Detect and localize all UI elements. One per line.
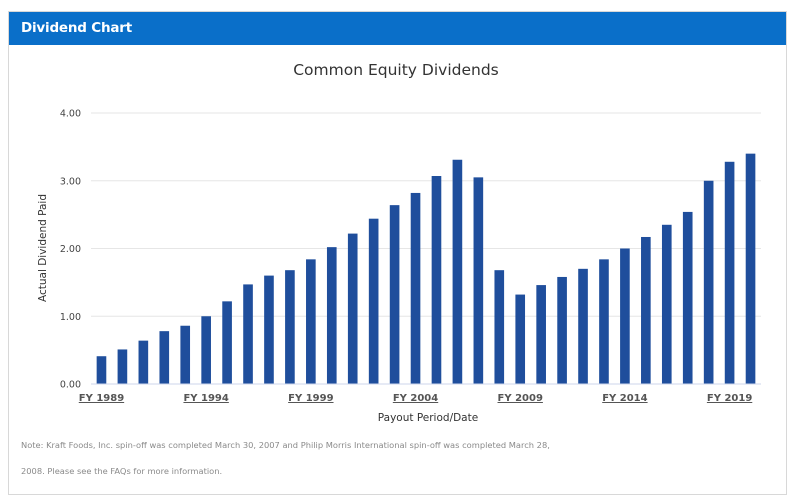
bar-fy-2009[interactable] [515,294,526,384]
bar-fy-2020[interactable] [745,153,756,384]
y-tick-label: 3.00 [60,176,81,187]
bar-fy-2004[interactable] [410,192,421,384]
bar-fy-1990[interactable] [117,349,128,384]
bar-fy-2016[interactable] [661,224,672,384]
bar-fy-2011[interactable] [557,276,567,384]
x-tick-label: FY 1994 [183,393,228,404]
y-tick-label: 1.00 [60,312,81,323]
bar-fy-1999[interactable] [306,259,316,384]
y-tick-label: 2.00 [60,244,81,255]
chart-title: Common Equity Dividends [293,61,499,79]
y-axis-label: Actual Dividend Paid [37,194,49,302]
x-tick-label: FY 2009 [498,393,543,404]
x-tick-label: FY 2014 [602,393,647,404]
bar-fy-1991[interactable] [138,340,149,384]
panel-title: Dividend Chart [9,12,786,45]
bar-fy-2017[interactable] [682,211,693,384]
dividend-bar-chart: Common Equity Dividends 0.00 1.00 2.00 3.00… [37,61,761,424]
bar-fy-1996[interactable] [243,284,253,384]
bar-fy-1992[interactable] [159,331,170,384]
footnote-line-2: 2008. Please see the FAQs for more infor… [21,466,223,476]
grid-lines [91,112,761,317]
bar-fy-1997[interactable] [264,275,274,384]
footnote: Note: Kraft Foods, Inc. spin-off was com… [21,432,761,484]
bar-fy-2007[interactable] [473,177,484,384]
dividend-chart-panel: Dividend Chart Common Equity Dividends 0… [8,11,787,495]
y-axis-ticks: 0.00 1.00 2.00 3.00 4.00 [60,109,81,391]
bar-fy-2015[interactable] [641,236,651,384]
bar-fy-2018[interactable] [703,180,714,384]
bar-fy-2000[interactable] [326,247,337,384]
bar-fy-2019[interactable] [724,161,735,384]
bar-fy-1989[interactable] [96,356,107,384]
bar-fy-2006[interactable] [452,159,463,384]
x-tick-label: FY 1999 [288,393,333,404]
y-tick-label: 0.00 [60,380,81,391]
x-tick-label: FY 2004 [393,393,438,404]
footnote-line-1: Note: Kraft Foods, Inc. spin-off was com… [21,440,550,450]
bar-fy-2013[interactable] [599,259,609,384]
bar-fy-2014[interactable] [620,248,630,385]
bar-fy-2010[interactable] [536,285,546,384]
bar-fy-2005[interactable] [431,176,442,384]
bar-fy-1994[interactable] [201,316,211,384]
chart-area: Common Equity Dividends 0.00 1.00 2.00 3.00… [9,45,786,425]
x-axis-ticks: FY 1989 FY 1994 FY 1999 FY 2004 FY 2009 FY 20… [79,393,753,404]
bar-fy-2012[interactable] [578,268,588,384]
bar-fy-2001[interactable] [347,233,358,384]
bar-fy-1993[interactable] [180,325,191,384]
x-tick-label: FY 1989 [79,393,124,404]
y-tick-label: 4.00 [60,109,81,120]
x-axis-label: Payout Period/Date [378,412,478,424]
bar-fy-2002[interactable] [368,218,379,384]
bars [96,153,756,385]
bar-fy-2003[interactable] [389,205,400,384]
x-tick-label: FY 2019 [707,393,752,404]
bar-fy-1998[interactable] [285,270,295,384]
bar-fy-1995[interactable] [222,301,232,384]
bar-fy-2008[interactable] [494,270,505,384]
